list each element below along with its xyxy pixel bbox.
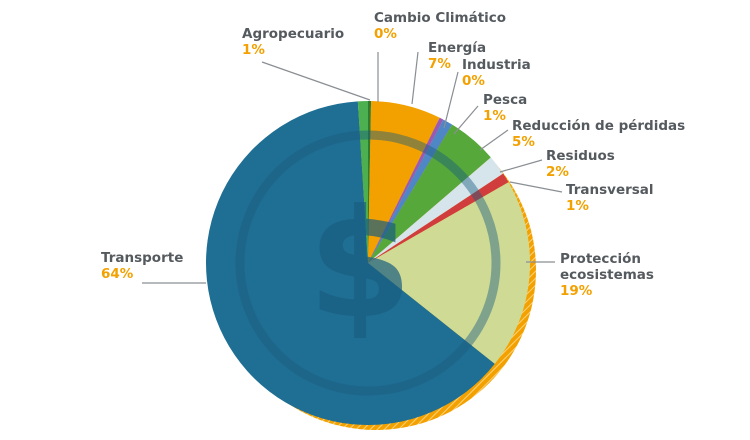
pie-slice-proteccion-ecosistemas [368,182,531,364]
pie-slice-reduccion-de-perdidas [368,124,491,263]
leader-lines [142,51,563,284]
leader-line-industria [443,71,459,129]
pie-slice-pesca [368,119,453,263]
pie-slices [206,101,531,425]
slice-label-reduccion-de-perdidas: Reducción de pérdidas [512,118,685,134]
leader-line-reduccion-de-perdidas [479,129,509,151]
slice-value-transversal: 1% [566,198,589,214]
pie-slice-industria [368,117,444,263]
pie-slice-transporte [206,101,495,425]
slice-value-residuos: 2% [546,164,569,180]
slice-value-industria: 0% [462,73,485,89]
slice-label-pesca: Pesca [483,92,527,108]
leader-line-transversal [509,181,563,193]
slice-label-agropecuario: Agropecuario [242,26,344,42]
slice-label-energia: Energía [428,40,486,56]
slice-value-cambio-climatico: 0% [374,26,397,42]
slice-label-transversal: Transversal [566,182,654,198]
coin-inner-rim [235,130,501,396]
leader-line-agropecuario [261,61,371,101]
slice-value-agropecuario: 1% [242,42,265,58]
slice-value-pesca: 1% [483,108,506,124]
pie-slice-residuos [368,157,504,263]
slice-value-reduccion-de-perdidas: 5% [512,134,535,150]
slice-value-transporte: 64% [101,266,134,282]
pie-slice-cambio-climatico [368,101,372,263]
slice-label-proteccion-ecosistemas: Protección ecosistemas [560,251,654,283]
pie-slice-energia [368,101,440,263]
leader-line-residuos [499,159,543,173]
slice-label-residuos: Residuos [546,148,615,164]
slice-label-industria: Industria [462,57,531,73]
slice-value-energia: 7% [428,56,451,72]
leader-line-energia [411,51,419,105]
slice-value-proteccion-ecosistemas: 19% [560,283,593,299]
slice-label-cambio-climatico: Cambio Climático [374,10,506,26]
pie-slice-agropecuario [357,101,368,263]
dollar-sign-icon: $ [308,178,412,352]
pie-slice-transversal [368,173,509,263]
leader-line-pesca [453,105,479,135]
slice-label-transporte: Transporte [101,250,183,266]
